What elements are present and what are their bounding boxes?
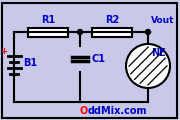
Text: +: + bbox=[1, 46, 8, 55]
Text: Vout: Vout bbox=[151, 16, 174, 25]
Text: R1: R1 bbox=[41, 15, 55, 25]
Circle shape bbox=[145, 30, 150, 35]
Bar bbox=[92, 27, 132, 36]
Text: NE: NE bbox=[151, 48, 166, 58]
Circle shape bbox=[126, 44, 170, 88]
Text: B1: B1 bbox=[23, 58, 37, 68]
Bar bbox=[28, 27, 68, 36]
Text: O: O bbox=[80, 106, 88, 116]
Text: R2: R2 bbox=[105, 15, 119, 25]
Circle shape bbox=[78, 30, 82, 35]
Text: ddMix.com: ddMix.com bbox=[88, 106, 147, 116]
Text: C1: C1 bbox=[91, 54, 105, 64]
